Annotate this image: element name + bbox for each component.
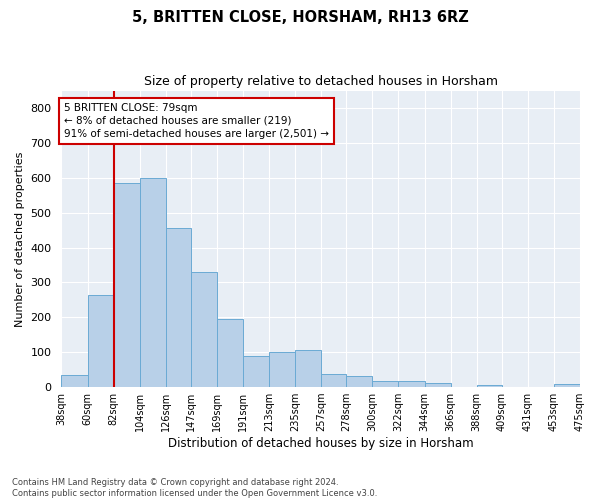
- Bar: [373, 381, 398, 387]
- Text: 5, BRITTEN CLOSE, HORSHAM, RH13 6RZ: 5, BRITTEN CLOSE, HORSHAM, RH13 6RZ: [131, 10, 469, 25]
- Bar: [140, 178, 166, 387]
- Text: 5 BRITTEN CLOSE: 79sqm
← 8% of detached houses are smaller (219)
91% of semi-det: 5 BRITTEN CLOSE: 79sqm ← 8% of detached …: [64, 103, 329, 139]
- Title: Size of property relative to detached houses in Horsham: Size of property relative to detached ho…: [144, 75, 498, 88]
- Bar: [477, 384, 502, 387]
- Text: Contains HM Land Registry data © Crown copyright and database right 2024.
Contai: Contains HM Land Registry data © Crown c…: [12, 478, 377, 498]
- Bar: [269, 352, 295, 387]
- Bar: [243, 356, 269, 387]
- Bar: [425, 382, 451, 387]
- Bar: [217, 319, 243, 387]
- Bar: [398, 381, 425, 387]
- Bar: [554, 384, 580, 387]
- Bar: [191, 272, 217, 387]
- Bar: [321, 374, 346, 387]
- Bar: [295, 350, 321, 387]
- Bar: [113, 183, 140, 387]
- Bar: [166, 228, 191, 387]
- X-axis label: Distribution of detached houses by size in Horsham: Distribution of detached houses by size …: [168, 437, 473, 450]
- Bar: [346, 376, 373, 387]
- Bar: [61, 375, 88, 387]
- Bar: [88, 294, 113, 387]
- Y-axis label: Number of detached properties: Number of detached properties: [15, 151, 25, 326]
